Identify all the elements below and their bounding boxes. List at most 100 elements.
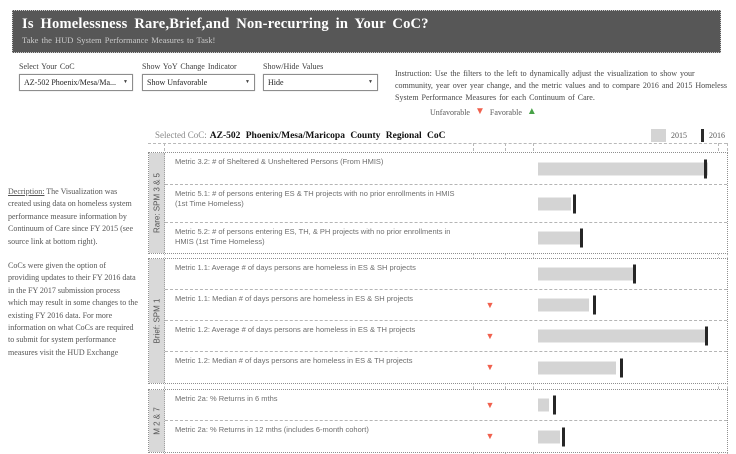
metric-row[interactable]: Metric 1.2: Median # of days persons are… xyxy=(165,352,727,383)
description-paragraph: Decription: The Visualization was create… xyxy=(8,186,139,248)
value-cell xyxy=(506,185,534,222)
bar-cell xyxy=(534,321,718,351)
favorable-label: Favorable xyxy=(489,107,522,117)
metric-label: Metric 2a: % Returns in 6 mths xyxy=(175,394,278,403)
legend-2015-swatch-icon xyxy=(651,129,666,142)
value-cell xyxy=(506,290,534,320)
bar-cell xyxy=(534,352,718,383)
yoy-dropdown[interactable]: Show Unfavorable ▼ xyxy=(142,74,255,91)
yoy-indicator-cell: ▼ xyxy=(474,352,506,383)
bar-2015[interactable] xyxy=(538,398,549,412)
metric-label: Metric 1.1: Median # of days persons are… xyxy=(175,294,414,303)
spacer-cell xyxy=(718,390,727,420)
values-dropdown[interactable]: Hide ▼ xyxy=(263,74,378,91)
bar-2015[interactable] xyxy=(538,430,560,443)
bar-2015[interactable] xyxy=(538,329,705,343)
chevron-down-icon: ▼ xyxy=(245,80,250,85)
selected-coc-value: AZ-502 Phoenix/Mesa/Maricopa County Regi… xyxy=(209,131,446,141)
values-dropdown-value: Hide xyxy=(268,78,284,87)
metric-row[interactable]: Metric 3.2: # of Sheltered & Unsheltered… xyxy=(165,153,727,185)
tick-2016[interactable] xyxy=(573,194,576,213)
yoy-indicator-cell: ▼ xyxy=(474,290,506,320)
header-banner: Is Homelessness Rare,Brief,and Non-recur… xyxy=(12,10,721,53)
description-lead: Decription: xyxy=(8,187,45,196)
filter-show-hide-values: Show/Hide Values Hide ▼ xyxy=(263,62,378,91)
spacer-cell xyxy=(718,290,727,320)
metric-label: Metric 5.1: # of persons entering ES & T… xyxy=(175,189,455,209)
unfavorable-triangle-icon: ▼ xyxy=(485,362,495,372)
bar-2015[interactable] xyxy=(538,298,589,312)
legend-2015-label: 2015 xyxy=(671,131,687,140)
tick-2016[interactable] xyxy=(562,427,565,446)
tick-2016[interactable] xyxy=(633,264,636,284)
filter-label: Show YoY Change Indicator xyxy=(142,62,237,71)
group-label: Rare: SPM 3 & 5 xyxy=(152,172,161,234)
metric-label: Metric 5.2: # of persons entering ES, TH… xyxy=(175,227,451,247)
bar-cell xyxy=(534,223,718,253)
bar-2015[interactable] xyxy=(538,361,616,374)
tick-2016[interactable] xyxy=(620,358,623,377)
metric-group: Brief: SPM 1 Metric 1.1: Average # of day… xyxy=(148,258,728,384)
tick-2016[interactable] xyxy=(580,228,583,248)
chevron-down-icon: ▼ xyxy=(123,80,128,85)
bar-cell xyxy=(534,290,718,320)
coc-dropdown-value: AZ-502 Phoenix/Mesa/Ma... xyxy=(24,78,116,87)
metric-label: Metric 1.2: Median # of days persons are… xyxy=(175,356,413,365)
bar-cell xyxy=(534,153,718,184)
metric-row[interactable]: Metric 2a: % Returns in 12 mths (include… xyxy=(165,421,727,452)
spacer-cell xyxy=(718,185,727,222)
spacer-cell xyxy=(718,259,727,289)
tick-2016[interactable] xyxy=(705,326,708,346)
bar-2015[interactable] xyxy=(538,231,580,245)
metric-label: Metric 1.1: Average # of days persons ar… xyxy=(175,263,416,272)
year-legend: 2015 2016 xyxy=(651,129,725,142)
spacer-cell xyxy=(718,352,727,383)
bar-cell xyxy=(534,421,718,452)
bar-cell xyxy=(534,259,718,289)
selected-coc-line: Selected CoC: AZ-502 Phoenix/Mesa/Maricop… xyxy=(155,130,446,141)
yoy-indicator-cell xyxy=(474,223,506,253)
sidebar-description: Decription: The Visualization was create… xyxy=(8,186,139,359)
selected-coc-label: Selected CoC: xyxy=(155,130,207,140)
bar-cell xyxy=(534,185,718,222)
value-cell xyxy=(506,321,534,351)
metric-row[interactable]: Metric 5.2: # of persons entering ES, TH… xyxy=(165,223,727,253)
group-label-strip: M 2 & 7 xyxy=(149,390,165,452)
metric-row[interactable]: Metric 2a: % Returns in 6 mths ▼ xyxy=(165,390,727,421)
spacer-cell xyxy=(718,421,727,452)
favorable-triangle-icon: ▲ xyxy=(526,106,537,117)
tick-2016[interactable] xyxy=(593,295,596,315)
spacer-cell xyxy=(718,153,727,184)
description-paragraph-2: CoCs were given the option of providing … xyxy=(8,260,138,357)
spacer-cell xyxy=(718,321,727,351)
chevron-down-icon: ▼ xyxy=(368,80,373,85)
metric-row[interactable]: Metric 1.1: Average # of days persons ar… xyxy=(165,259,727,290)
value-cell xyxy=(506,223,534,253)
bar-2015[interactable] xyxy=(538,197,571,210)
description-body: The Visualization was created using data… xyxy=(8,187,134,246)
yoy-indicator-cell: ▼ xyxy=(474,421,506,452)
metric-group: M 2 & 7 Metric 2a: % Returns in 6 mths ▼ Me… xyxy=(148,389,728,453)
metric-row[interactable]: Metric 1.1: Median # of days persons are… xyxy=(165,290,727,321)
metric-row[interactable]: Metric 1.2: Average # of days persons ar… xyxy=(165,321,727,352)
tick-2016[interactable] xyxy=(704,159,707,178)
tick-2016[interactable] xyxy=(553,395,556,415)
page-title: Is Homelessness Rare,Brief,and Non-recur… xyxy=(22,16,429,32)
yoy-indicator-cell: ▼ xyxy=(474,390,506,420)
yoy-indicator-cell xyxy=(474,185,506,222)
legend-2016-label: 2016 xyxy=(709,131,725,140)
group-label-strip: Rare: SPM 3 & 5 xyxy=(149,153,165,253)
metric-label: Metric 1.2: Average # of days persons ar… xyxy=(175,325,416,334)
group-label-strip: Brief: SPM 1 xyxy=(149,259,165,383)
metric-row[interactable]: Metric 5.1: # of persons entering ES & T… xyxy=(165,185,727,223)
metric-label: Metric 2a: % Returns in 12 mths (include… xyxy=(175,425,369,434)
filter-yoy-indicator: Show YoY Change Indicator Show Unfavorab… xyxy=(142,62,255,91)
unfavorable-triangle-icon: ▼ xyxy=(485,299,495,310)
value-cell xyxy=(506,352,534,383)
bar-2015[interactable] xyxy=(538,267,636,281)
coc-dropdown[interactable]: AZ-502 Phoenix/Mesa/Ma... ▼ xyxy=(19,74,133,91)
value-cell xyxy=(506,153,534,184)
legend-2016-swatch-icon xyxy=(701,129,704,142)
bar-2015[interactable] xyxy=(538,162,708,175)
instruction-text: Instruction: Use the filters to the left… xyxy=(395,69,727,102)
